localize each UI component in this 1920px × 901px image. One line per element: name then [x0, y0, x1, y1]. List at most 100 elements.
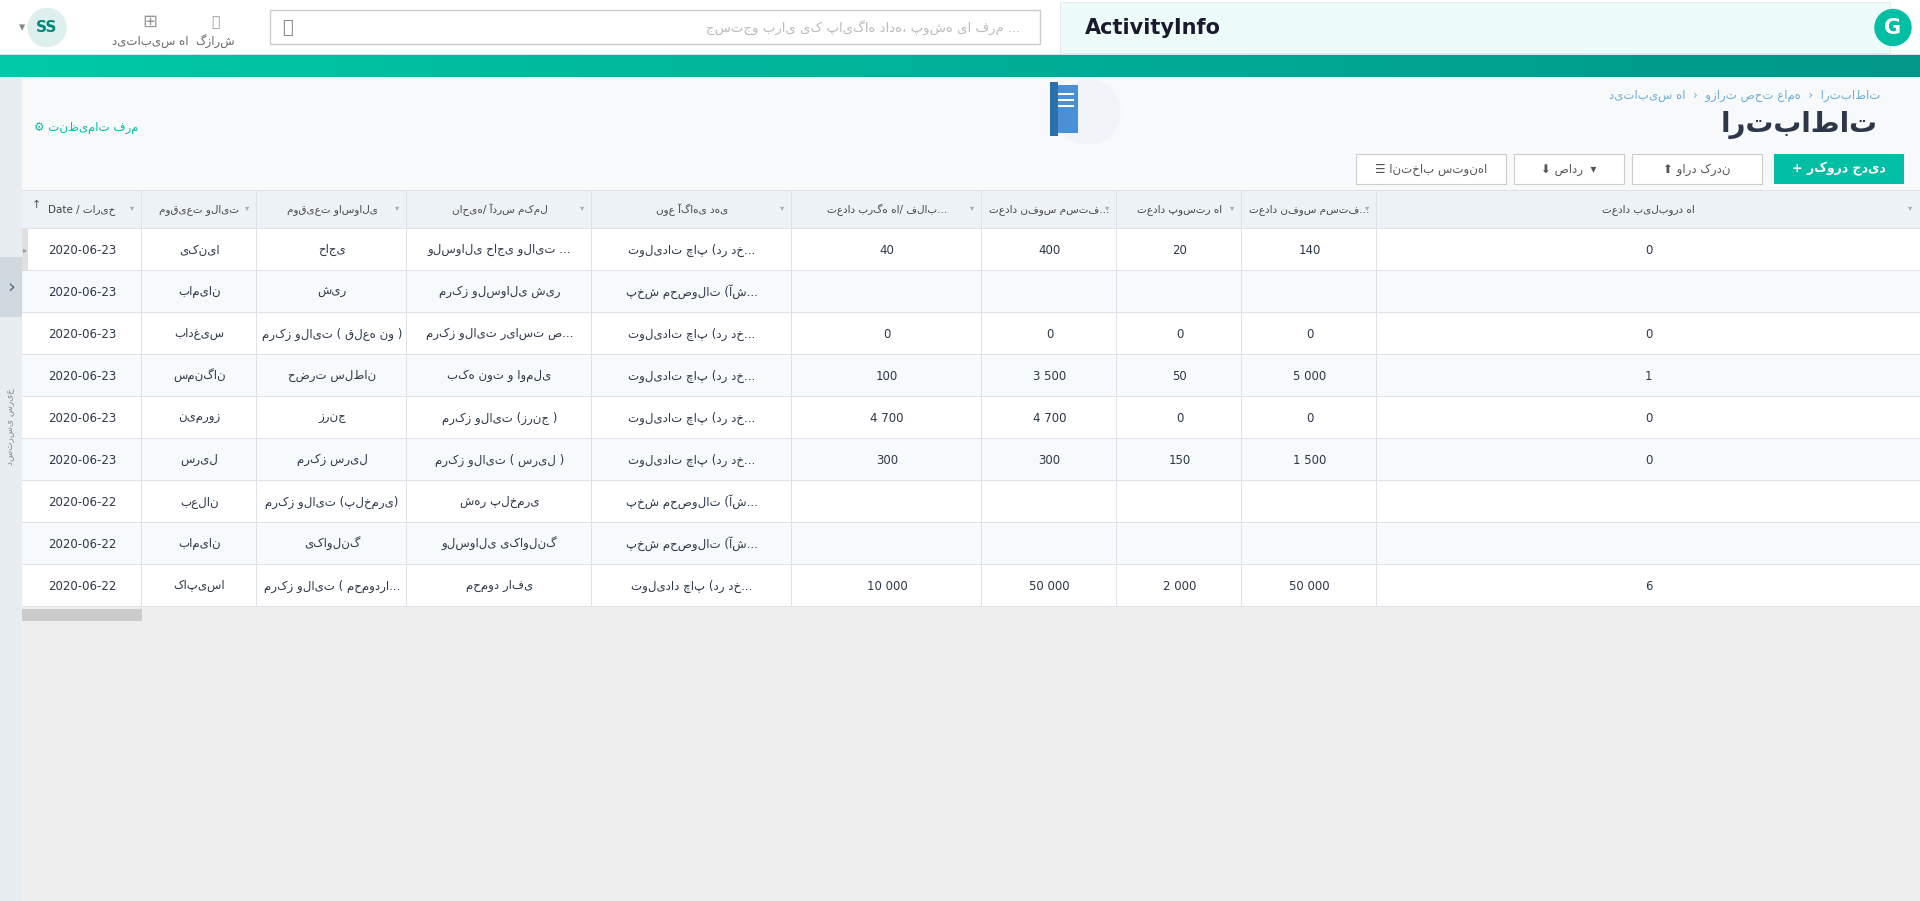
Text: 2020-06-23: 2020-06-23 [48, 453, 115, 467]
Text: SS: SS [36, 20, 58, 35]
Bar [672, 55, 722, 77]
Text: تولیدات چاپ (در دخ...: تولیدات چاپ (در دخ... [628, 327, 756, 341]
Text: 1: 1 [1645, 369, 1653, 383]
Text: مرکز ولایت (زرنج ): مرکز ولایت (زرنج ) [442, 412, 557, 424]
Bar [0, 257, 21, 317]
Bar [192, 55, 242, 77]
Text: شیر: شیر [317, 286, 348, 298]
Bar [1152, 55, 1202, 77]
Text: ⊞: ⊞ [142, 13, 157, 31]
Text: 2 000: 2 000 [1164, 579, 1196, 593]
Bar [21, 229, 29, 271]
Text: تعداد پوستر ها: تعداد پوستر ها [1137, 205, 1221, 215]
Text: موقیعت واسوالی: موقیعت واسوالی [286, 205, 378, 215]
Text: یکاولنگ: یکاولنگ [303, 537, 361, 551]
Text: 0: 0 [1175, 327, 1183, 341]
Text: 50: 50 [1171, 369, 1187, 383]
Bar [1050, 82, 1058, 136]
Bar [21, 270, 1920, 271]
Text: تولیداد چاپ (در دخ...: تولیداد چاپ (در دخ... [632, 579, 753, 593]
Bar [1728, 55, 1778, 77]
Text: ActivityInfo: ActivityInfo [1085, 17, 1221, 38]
Bar [21, 607, 1920, 901]
Text: 2020-06-23: 2020-06-23 [48, 327, 115, 341]
Text: ▸: ▸ [23, 245, 27, 254]
Bar [21, 313, 1920, 355]
Text: زرنج: زرنج [319, 412, 346, 424]
Text: تعداد برگه ها/ فلاب...: تعداد برگه ها/ فلاب... [828, 204, 947, 216]
Text: بادغیس: بادغیس [175, 327, 225, 341]
Text: موقیعت ولایت: موقیعت ولایت [159, 205, 240, 215]
Text: گزارش: گزارش [196, 35, 234, 49]
Bar [21, 229, 1920, 271]
Text: بکه نوت و اوملی: بکه نوت و اوملی [447, 369, 551, 383]
Bar [816, 55, 866, 77]
Bar [21, 565, 1920, 607]
Text: شهر پلخمری: شهر پلخمری [459, 496, 540, 508]
Text: 300: 300 [876, 453, 899, 467]
Text: 5 000: 5 000 [1292, 369, 1327, 383]
Text: کاپیسا: کاپیسا [173, 579, 225, 593]
Text: ▾: ▾ [19, 21, 25, 34]
Text: 0: 0 [1645, 412, 1653, 424]
Bar [48, 55, 98, 77]
Text: پخش محصولات (آش...: پخش محصولات (آش... [626, 495, 758, 509]
Text: مرکز ولایت ( محمودرا...: مرکز ولایت ( محمودرا... [263, 579, 399, 593]
Text: ولسوالی حاجی ولایت ...: ولسوالی حاجی ولایت ... [428, 243, 572, 257]
Text: بعلان: بعلان [180, 496, 219, 508]
Text: تولیدات چاپ (در دخ...: تولیدات چاپ (در دخ... [628, 243, 756, 257]
Text: سریل: سریل [180, 453, 219, 467]
Bar [21, 190, 1920, 191]
Bar [1104, 55, 1154, 77]
Bar [1680, 55, 1730, 77]
Circle shape [1056, 80, 1119, 144]
Bar [288, 55, 338, 77]
Text: 1 500: 1 500 [1292, 453, 1327, 467]
Bar [21, 355, 1920, 397]
Text: ▾: ▾ [780, 204, 783, 213]
Bar [576, 55, 626, 77]
Text: تعداد نفوس مستف...: تعداد نفوس مستف... [1250, 205, 1369, 215]
Bar [1058, 105, 1073, 107]
Bar [0, 54, 1920, 55]
Text: 10 000: 10 000 [866, 579, 908, 593]
Text: ناحیه/ آدرس مکمل: ناحیه/ آدرس مکمل [451, 204, 547, 216]
Bar [96, 55, 146, 77]
Text: دسترسی سریع: دسترسی سریع [6, 388, 15, 466]
Text: 140: 140 [1298, 243, 1321, 257]
Text: 📋: 📋 [211, 15, 219, 29]
Text: 150: 150 [1169, 453, 1190, 467]
Bar [1392, 55, 1442, 77]
Text: بامیان: بامیان [179, 286, 221, 298]
Text: 4 700: 4 700 [1033, 412, 1066, 424]
Bar [480, 55, 530, 77]
Text: مرکز ولایت ریاست ص...: مرکز ولایت ریاست ص... [426, 327, 574, 341]
Bar [21, 481, 1920, 523]
Text: مرکز سریل: مرکز سریل [296, 453, 367, 467]
Text: حضرت سلطان: حضرت سلطان [288, 369, 376, 383]
Bar [1488, 55, 1538, 77]
Bar [912, 55, 962, 77]
Text: مرکز ولایت ( قلعه نو ): مرکز ولایت ( قلعه نو ) [261, 327, 401, 341]
Text: 50 000: 50 000 [1288, 579, 1331, 593]
Bar [528, 55, 578, 77]
Text: ▾: ▾ [1104, 204, 1110, 213]
Text: نوع آگاهی دهی: نوع آگاهی دهی [657, 204, 728, 216]
Text: 0: 0 [1645, 453, 1653, 467]
Text: بامیان: بامیان [179, 538, 221, 551]
Bar [1248, 55, 1298, 77]
Text: + رکورد جدید: + رکورد جدید [1791, 162, 1885, 176]
Bar [21, 396, 1920, 397]
Text: ⚙ تنظیمات فرم: ⚙ تنظیمات فرم [35, 121, 138, 133]
Text: حاجی: حاجی [319, 243, 346, 257]
Bar [1058, 93, 1073, 95]
Text: 6: 6 [1645, 579, 1653, 593]
Text: تعداد بیلبورد ها: تعداد بیلبورد ها [1601, 205, 1695, 215]
Bar [21, 606, 1920, 607]
Bar [21, 228, 1920, 229]
Text: دیتابیس ها: دیتابیس ها [111, 35, 188, 49]
Text: یکنیا: یکنیا [179, 243, 219, 257]
Bar [21, 564, 1920, 565]
Bar [1584, 55, 1634, 77]
Text: ↑: ↑ [33, 200, 42, 210]
